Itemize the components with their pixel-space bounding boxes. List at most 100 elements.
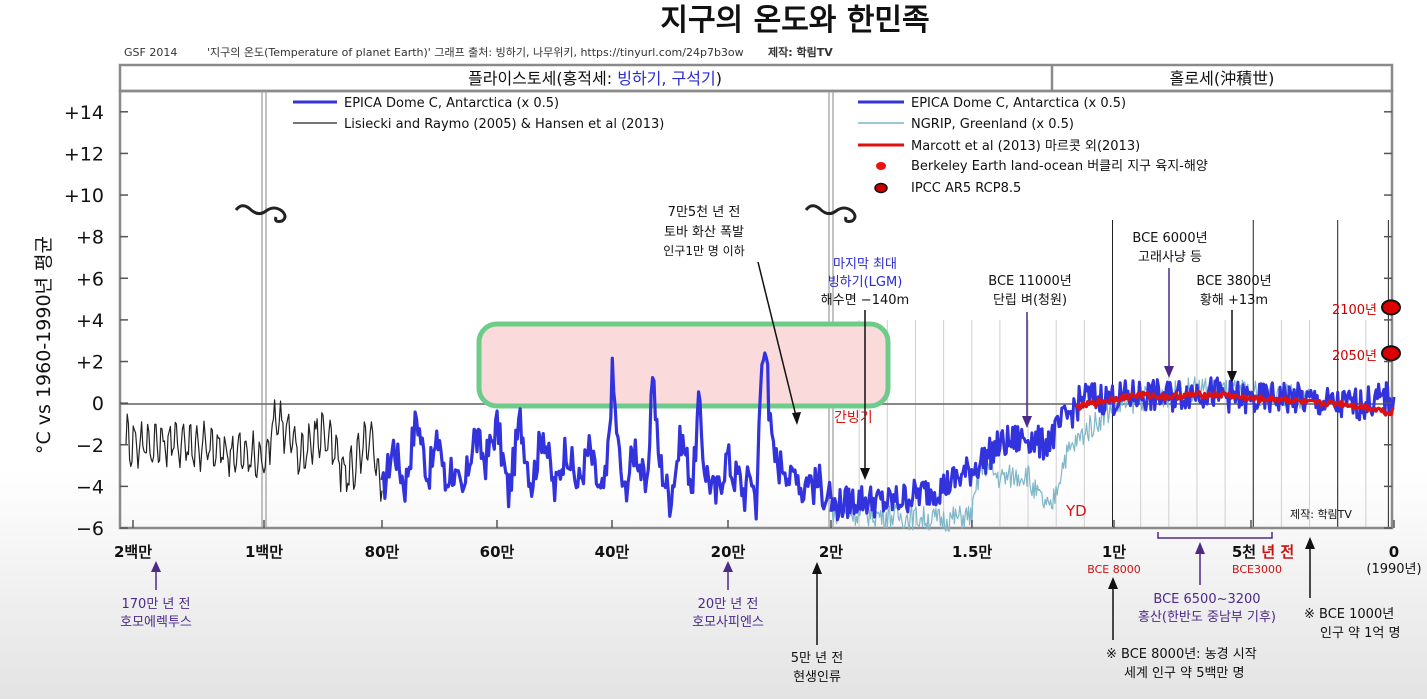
label-2050: 2050년 (1332, 349, 1377, 364)
modern-human-arrowhead (812, 562, 822, 574)
series-line-4 (1074, 390, 1395, 417)
legend-left-lisiecki: Lisiecki and Raymo (2005) & Hansen et al… (344, 117, 664, 132)
axis-break-mark (804, 204, 857, 223)
legend-right-ipcc: IPCC AR5 RCP8.5 (911, 181, 1021, 196)
lgm-line-3: 해수면 −140m (821, 293, 909, 308)
label-2100: 2100년 (1332, 303, 1377, 318)
yd-label: YD (1065, 502, 1087, 520)
rice-line-2: 단립 벼(청원) (993, 293, 1067, 308)
credit-code: GSF 2014 (124, 46, 177, 59)
y-tick-label: +2 (76, 352, 104, 374)
x-tick-label: 1.5만 (952, 543, 993, 561)
y-tick-label: +10 (64, 185, 104, 207)
projection-point (1381, 299, 1401, 316)
y-tick-label: +14 (64, 102, 104, 124)
homo-erectus-line-2: 호모에렉투스 (120, 615, 192, 630)
homo-sapiens-line-1: 20만 년 전 (698, 597, 759, 612)
annotation-whale: BCE 6000년 고래사냥 등 (1132, 231, 1208, 378)
annotation-homo-sapiens: 20만 년 전 호모사피엔스 (692, 561, 764, 630)
x-axis-ticks: 2백만 1백만 80만 60만 40만 20만 2만 1.5만 1만 BCE 8000 5천 년 전… (114, 520, 1422, 577)
lgm-line-1: 마지막 최대 (833, 257, 897, 272)
lgm-arrowhead (860, 468, 870, 480)
y-tick-label: −6 (76, 518, 104, 540)
chart-title: 지구의 온도와 한민족 (660, 3, 929, 38)
bce1000-line-2: 인구 약 1억 명 (1320, 626, 1400, 641)
annotation-modern-human: 5만 년 전 현생인류 (791, 562, 843, 685)
x-tick-label: 5천 년 전 (1232, 543, 1294, 561)
y-tick-label: +12 (64, 143, 104, 165)
annotation-bce1000: ※ BCE 1000년 인구 약 1억 명 (1304, 537, 1400, 641)
hongsan-line-2: 홍산(한반도 중남부 기후) (1138, 610, 1276, 625)
toba-arrowhead (792, 412, 801, 425)
x-tick-sublabel: (1990년) (1366, 562, 1421, 577)
series-line-1 (125, 399, 383, 502)
rice-line-1: BCE 11000년 (988, 274, 1071, 289)
rice-arrowhead (1022, 416, 1032, 428)
y-tick-label: −2 (76, 435, 104, 457)
annotation-toba: 7만5천 년 전 토바 화산 폭발 인구1만 명 이하 (663, 205, 801, 425)
lgm-line-2: 빙하기(LGM) (828, 275, 903, 290)
x-tick-label: 2만 (819, 543, 843, 561)
chart-frame (118, 63, 1394, 530)
yellow-sea-line-2: 황해 +13m (1200, 293, 1268, 308)
legend-right: EPICA Dome C, Antarctica (x 0.5) NGRIP, … (858, 96, 1208, 196)
holocene-header: 홀로세(沖積世) (1170, 69, 1275, 88)
y-tick-label: +6 (76, 268, 104, 290)
homo-erectus-line-1: 170만 년 전 (122, 597, 191, 612)
annotation-rice: BCE 11000년 단립 벼(청원) (988, 274, 1072, 428)
bce8000-line-2: 세계 인구 약 5백만 명 (1124, 666, 1244, 681)
homo-sapiens-line-2: 호모사피엔스 (692, 615, 764, 630)
pleistocene-header: 플라이스토세(홍적세: 빙하기, 구석기) (468, 69, 722, 88)
x-tick-label: 1만 (1102, 543, 1126, 561)
whale-arrowhead (1164, 366, 1174, 378)
bce1000-arrowhead (1305, 537, 1315, 549)
projection-point (1381, 345, 1401, 362)
bce1000-line-1: ※ BCE 1000년 (1304, 607, 1394, 622)
legend-right-marcott: Marcott et al (2013) 마르콧 외(2013) (911, 139, 1140, 154)
chart-grid (858, 220, 1389, 528)
annotation-hongsan: BCE 6500~3200 홍산(한반도 중남부 기후) (1138, 532, 1276, 625)
whale-line-2: 고래사냥 등 (1138, 250, 1202, 265)
whale-line-1: BCE 6000년 (1132, 231, 1207, 246)
homo-sapiens-arrowhead (723, 561, 733, 572)
interglacial-highlight-box (476, 321, 891, 409)
yellow-sea-line-1: BCE 3800년 (1196, 274, 1271, 289)
y-tick-label: 0 (92, 393, 104, 415)
legend-right-ngrip: NGRIP, Greenland (x 0.5) (911, 117, 1074, 132)
y-axis-ticks: +14 +12 +10 +8 +6 +4 +2 0 −2 −4 −6 (64, 102, 1392, 540)
chart-points (1381, 299, 1401, 362)
chart-series (125, 351, 1396, 532)
credit-source: '지구의 온도(Temperature of planet Earth)' 그래… (207, 45, 744, 59)
modern-human-line-1: 5만 년 전 (791, 651, 843, 666)
y-tick-label: +4 (76, 310, 104, 332)
bce8000-line-1: ※ BCE 8000년: 농경 시작 (1106, 647, 1257, 662)
x-tick-sublabel: BCE 8000 (1087, 563, 1140, 576)
hongsan-bracket (1157, 532, 1273, 539)
x-tick-label: 40만 (595, 543, 630, 561)
x-tick-label: 80만 (365, 543, 400, 561)
toba-line-1: 7만5천 년 전 (668, 205, 741, 220)
yellow-sea-arrowhead (1227, 371, 1237, 383)
axis-break-mark (234, 204, 287, 223)
x-tick-label: 20만 (711, 543, 746, 561)
toba-arrow (757, 261, 798, 421)
hongsan-line-1: BCE 6500~3200 (1153, 592, 1260, 607)
annotation-bce8000: ※ BCE 8000년: 농경 시작 세계 인구 약 5백만 명 (1106, 577, 1257, 681)
modern-human-line-2: 현생인류 (793, 670, 841, 685)
y-tick-label: +8 (76, 227, 104, 249)
x-tick-label: 2백만 (114, 543, 152, 561)
x-tick-label: 60만 (480, 543, 515, 561)
axis-break-marks (234, 204, 857, 223)
toba-line-2: 토바 화산 폭발 (664, 225, 744, 240)
legend-swatch-berkeley (876, 162, 886, 170)
bce8000-arrowhead (1108, 577, 1118, 589)
x-tick-label: 1백만 (245, 543, 283, 561)
credit-maker: 제작: 학림TV (768, 45, 833, 59)
legend-right-epica: EPICA Dome C, Antarctica (x 0.5) (911, 96, 1126, 111)
inner-maker-credit: 제작: 학림TV (1290, 508, 1352, 521)
y-axis-label: °C vs 1960-1990년 평균 (33, 236, 55, 454)
legend-left: EPICA Dome C, Antarctica (x 0.5) Lisieck… (293, 96, 664, 132)
interglacial-label: 간빙기 (834, 410, 873, 426)
annotation-lgm: 마지막 최대 빙하기(LGM) 해수면 −140m (821, 257, 909, 480)
